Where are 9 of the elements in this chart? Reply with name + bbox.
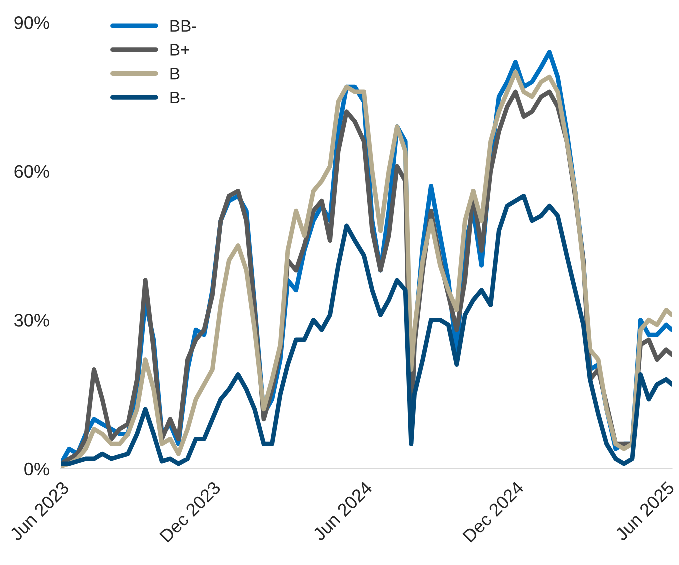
y-tick-label: 0% (24, 462, 50, 476)
y-tick-label: 60% (14, 165, 50, 178)
y-tick-label: 30% (14, 314, 50, 327)
legend-label: BB- (170, 20, 196, 32)
legend-label: B (170, 68, 180, 80)
y-tick-label: 90% (14, 16, 50, 30)
legend-label: B+ (170, 44, 190, 56)
line-series (61, 194, 672, 466)
legend-label: B- (170, 92, 186, 104)
